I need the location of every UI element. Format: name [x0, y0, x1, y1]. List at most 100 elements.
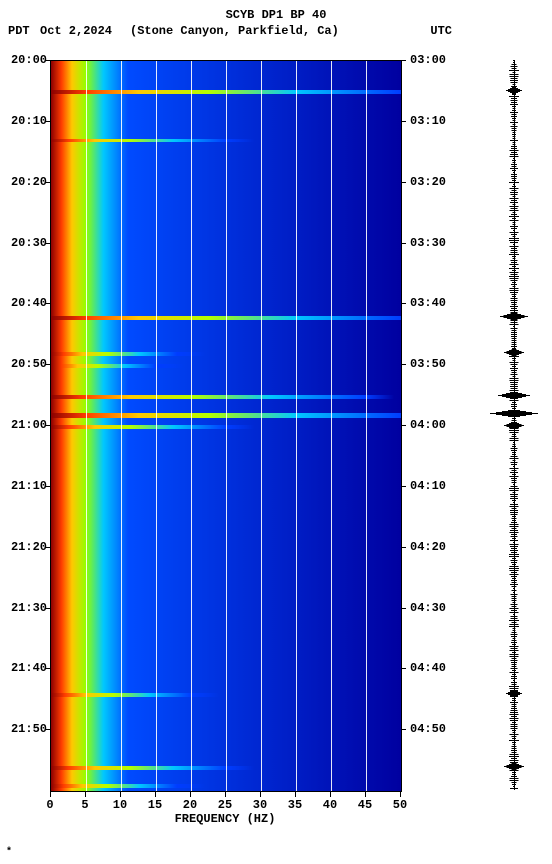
- waveform-noise-tick: [513, 196, 516, 197]
- waveform-noise-tick: [511, 514, 518, 515]
- waveform-noise-tick: [512, 640, 517, 641]
- waveform-noise-tick: [513, 244, 515, 245]
- waveform-noise-tick: [512, 684, 517, 685]
- waveform-noise-tick: [512, 256, 516, 257]
- waveform-noise-tick: [511, 618, 518, 619]
- waveform-noise-tick: [510, 202, 518, 203]
- y-tick-left: 20:30: [2, 236, 47, 250]
- waveform-noise-tick: [510, 718, 519, 719]
- waveform-noise-tick: [511, 594, 518, 595]
- waveform-noise-tick: [511, 562, 517, 563]
- waveform-noise-tick: [509, 70, 519, 71]
- waveform-noise-tick: [512, 538, 516, 539]
- waveform-noise-tick: [510, 382, 518, 383]
- waveform-noise-tick: [513, 172, 515, 173]
- waveform-noise-tick: [512, 436, 517, 437]
- waveform-noise-tick: [512, 520, 516, 521]
- waveform-noise-tick: [511, 642, 517, 643]
- waveform-noise-tick: [511, 126, 518, 127]
- gridline: [331, 61, 332, 791]
- waveform-event-tick: [512, 355, 517, 356]
- tick-mark: [45, 364, 50, 365]
- waveform-noise-tick: [511, 552, 517, 553]
- waveform-noise-tick: [513, 136, 516, 137]
- tick-mark: [155, 791, 156, 797]
- waveform-noise-tick: [513, 120, 516, 121]
- waveform-event-tick: [510, 398, 518, 399]
- tick-mark: [401, 121, 406, 122]
- waveform-noise-tick: [512, 518, 517, 519]
- waveform-panel: [490, 60, 538, 790]
- waveform-noise-tick: [512, 774, 516, 775]
- y-tick-right: 04:00: [410, 418, 460, 432]
- waveform-noise-tick: [513, 158, 515, 159]
- waveform-noise-tick: [511, 406, 517, 407]
- waveform-noise-tick: [509, 96, 519, 97]
- waveform-noise-tick: [511, 308, 517, 309]
- waveform-noise-tick: [510, 154, 518, 155]
- waveform-noise-tick: [512, 706, 517, 707]
- waveform-noise-tick: [512, 700, 516, 701]
- waveform-noise-tick: [511, 322, 518, 323]
- waveform-noise-tick: [510, 122, 518, 123]
- waveform-noise-tick: [510, 714, 519, 715]
- waveform-noise-tick: [512, 114, 517, 115]
- waveform-noise-tick: [512, 190, 517, 191]
- waveform-noise-tick: [512, 632, 517, 633]
- waveform-noise-tick: [510, 76, 519, 77]
- waveform-noise-tick: [512, 340, 517, 341]
- waveform-noise-tick: [510, 778, 519, 779]
- waveform-noise-tick: [510, 530, 518, 531]
- waveform-noise-tick: [513, 602, 516, 603]
- waveform-noise-tick: [510, 754, 519, 755]
- tick-mark: [45, 60, 50, 61]
- waveform-noise-tick: [512, 344, 517, 345]
- waveform-noise-tick: [511, 572, 517, 573]
- waveform-noise-tick: [510, 650, 519, 651]
- waveform-noise-tick: [513, 786, 515, 787]
- waveform-noise-tick: [510, 608, 519, 609]
- waveform-noise-tick: [510, 574, 519, 575]
- x-tick: 45: [351, 798, 379, 812]
- waveform-event-tick: [512, 696, 516, 697]
- waveform-noise-tick: [510, 702, 518, 703]
- x-tick: 40: [316, 798, 344, 812]
- tick-mark: [45, 425, 50, 426]
- waveform-noise-tick: [511, 728, 518, 729]
- x-tick: 25: [211, 798, 239, 812]
- x-tick: 15: [141, 798, 169, 812]
- tick-mark: [401, 60, 406, 61]
- x-tick: 5: [71, 798, 99, 812]
- waveform-noise-tick: [513, 492, 516, 493]
- waveform-noise-tick: [511, 66, 518, 67]
- tick-mark: [45, 182, 50, 183]
- waveform-noise-tick: [513, 592, 515, 593]
- waveform-noise-tick: [512, 664, 517, 665]
- waveform-noise-tick: [511, 214, 517, 215]
- tick-mark: [401, 364, 406, 365]
- waveform-noise-tick: [511, 710, 518, 711]
- waveform-noise-tick: [511, 576, 517, 577]
- waveform-noise-tick: [510, 386, 518, 387]
- waveform-noise-tick: [512, 338, 517, 339]
- waveform-noise-tick: [510, 400, 519, 401]
- waveform-noise-tick: [510, 672, 519, 673]
- waveform-noise-tick: [513, 628, 516, 629]
- waveform-noise-tick: [511, 708, 517, 709]
- waveform-noise-tick: [512, 342, 517, 343]
- waveform-noise-tick: [510, 532, 519, 533]
- waveform-noise-tick: [513, 142, 516, 143]
- waveform-noise-tick: [512, 118, 516, 119]
- waveform-event-tick: [508, 416, 520, 417]
- tick-mark: [330, 791, 331, 797]
- waveform-noise-tick: [512, 500, 516, 501]
- waveform-noise-tick: [513, 744, 516, 745]
- waveform-noise-tick: [511, 610, 517, 611]
- waveform-noise-tick: [510, 566, 519, 567]
- waveform-noise-tick: [512, 666, 517, 667]
- gridline: [296, 61, 297, 791]
- waveform-noise-tick: [513, 124, 516, 125]
- waveform-noise-tick: [512, 270, 516, 271]
- waveform-noise-tick: [511, 260, 518, 261]
- waveform-noise-tick: [513, 230, 515, 231]
